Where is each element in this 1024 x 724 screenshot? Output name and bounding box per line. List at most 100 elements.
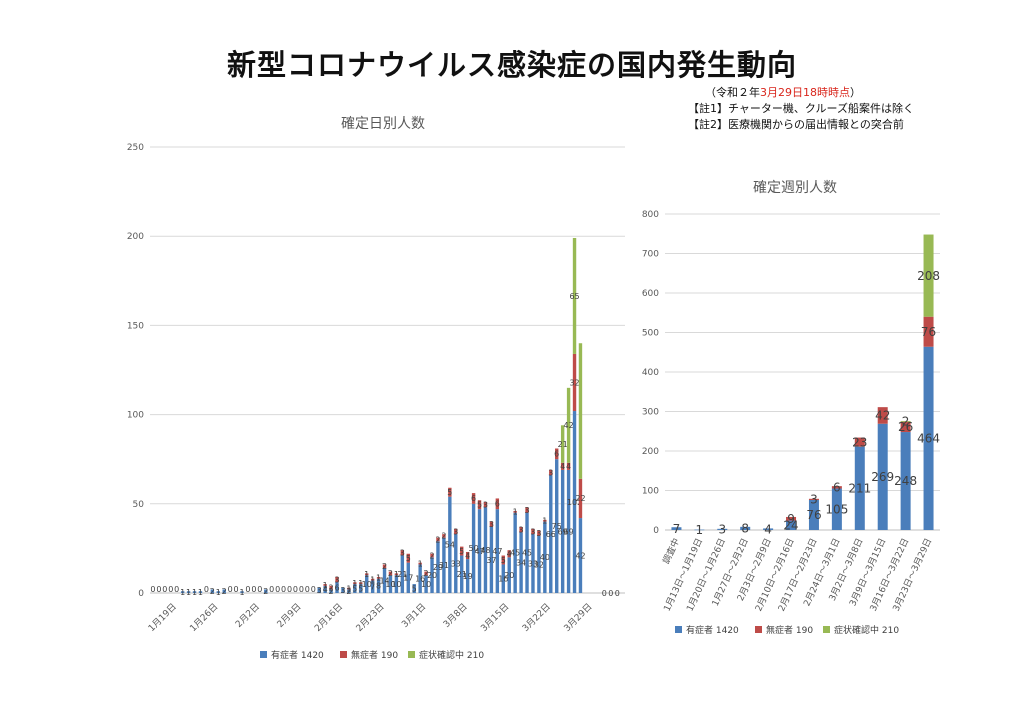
data-label: 24 <box>783 518 798 532</box>
data-label: 16 <box>498 575 508 584</box>
data-label: 2 <box>388 569 393 578</box>
bar-asymptomatic <box>365 573 369 576</box>
data-label: 0 <box>204 585 209 594</box>
legend-swatch <box>340 651 347 658</box>
data-label: 33 <box>451 559 461 568</box>
bar-symptomatic <box>210 589 215 593</box>
bar-symptomatic <box>240 591 244 593</box>
data-label: 2 <box>263 587 268 596</box>
y-tick-label: 200 <box>127 232 144 242</box>
data-label: 45 <box>510 549 520 558</box>
bar-symptomatic <box>376 578 381 593</box>
note-hospital: 【註2】医療機関からの届出情報との突合前 <box>688 118 904 131</box>
data-label: 0 <box>245 585 250 594</box>
bar-asymptomatic <box>442 534 446 538</box>
data-label: 69 <box>564 527 574 536</box>
bar-symptomatic <box>531 534 535 593</box>
bar-symptomatic <box>317 587 321 593</box>
data-label: 4 <box>764 522 772 536</box>
data-label: 3 <box>317 586 322 595</box>
y-tick-label: 600 <box>642 289 659 299</box>
bar-symptomatic <box>430 557 434 593</box>
data-label: 3 <box>334 575 339 584</box>
bar-symptomatic <box>186 591 191 593</box>
data-label: 0 <box>174 585 179 594</box>
bar-asymptomatic <box>335 576 339 583</box>
bar-asymptomatic <box>465 551 470 560</box>
bar-symptomatic <box>412 584 416 593</box>
data-label: 4 <box>323 585 328 594</box>
x-tick-label: 3月15日 <box>479 601 512 634</box>
data-label: 5 <box>477 500 482 509</box>
bar-symptomatic <box>198 591 203 593</box>
bar-asymptomatic <box>382 564 387 569</box>
data-label: 21 <box>558 440 568 449</box>
x-tick-label: 3月29日 <box>562 601 595 634</box>
bar-symptomatic <box>671 527 682 530</box>
x-tick-label: 3月22日 <box>520 601 553 634</box>
data-label: 1 <box>376 574 381 583</box>
data-label: 8 <box>741 522 749 536</box>
data-label: 1 <box>198 588 203 597</box>
data-label: 23 <box>852 435 867 449</box>
data-label: 6 <box>334 583 339 592</box>
data-label: 47 <box>474 547 484 556</box>
data-label: 211 <box>848 482 871 496</box>
data-label: 2 <box>441 532 446 541</box>
x-tick-label: 調査中 <box>660 536 682 566</box>
data-label: 42 <box>875 409 890 423</box>
data-label: 0 <box>615 589 620 598</box>
bar-symptomatic <box>335 582 339 593</box>
data-label: 3 <box>519 525 524 534</box>
data-label: 48 <box>480 546 490 555</box>
bar-symptomatic <box>525 512 529 593</box>
chart-title: 確定週別人数 <box>753 180 837 196</box>
data-label: 1 <box>186 588 191 597</box>
legend-label: 症状確認中 210 <box>834 624 899 636</box>
bar-asymptomatic <box>406 553 410 563</box>
data-label: 1 <box>394 570 399 579</box>
data-label: 105 <box>825 502 848 516</box>
bar-symptomatic <box>394 575 399 593</box>
bar-asymptomatic <box>394 573 399 576</box>
bar-checking <box>572 237 577 354</box>
bar-symptomatic <box>740 526 751 530</box>
data-label: 1 <box>346 584 351 593</box>
data-label: 42 <box>575 551 585 560</box>
data-label: 248 <box>894 474 917 488</box>
data-label: 76 <box>806 508 821 522</box>
bar-symptomatic <box>477 509 482 593</box>
data-label: 3 <box>489 520 494 529</box>
bar-symptomatic <box>436 541 440 593</box>
bar-symptomatic <box>359 584 363 593</box>
bar-asymptomatic <box>513 510 517 513</box>
bar-symptomatic <box>572 411 577 593</box>
bar-symptomatic <box>471 503 476 593</box>
data-label: 32 <box>569 378 579 387</box>
y-tick-label: 250 <box>127 143 144 153</box>
data-label: 7 <box>370 583 375 592</box>
data-label: 0 <box>299 585 304 594</box>
bar-asymptomatic <box>400 550 405 556</box>
data-label: 1 <box>239 588 244 597</box>
bar-asymptomatic <box>531 528 535 535</box>
data-label: 42 <box>564 421 574 430</box>
bar-asymptomatic <box>376 576 381 579</box>
data-label: 7 <box>673 522 681 536</box>
bar-symptomatic <box>578 518 583 593</box>
bar-symptomatic <box>694 529 705 531</box>
y-tick-label: 100 <box>127 411 144 421</box>
bar-symptomatic <box>513 512 517 593</box>
bar-asymptomatic <box>549 469 553 476</box>
bar-symptomatic <box>717 528 728 530</box>
x-tick-label: 1月26日 <box>188 601 221 634</box>
bar-asymptomatic <box>370 578 375 581</box>
bar-symptomatic <box>400 555 405 593</box>
date-suffix: ） <box>850 86 861 99</box>
y-tick-label: 100 <box>642 487 659 497</box>
x-tick-label: 1月19日 <box>146 601 179 634</box>
x-tick-label: 2月23日 <box>354 601 387 634</box>
bar-asymptomatic <box>448 487 452 497</box>
